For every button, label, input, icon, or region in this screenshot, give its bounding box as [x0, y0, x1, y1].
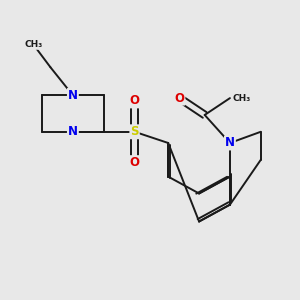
Text: S: S: [130, 125, 139, 138]
Text: O: O: [130, 156, 140, 169]
Text: N: N: [225, 136, 235, 149]
Text: N: N: [68, 125, 78, 138]
Text: O: O: [130, 94, 140, 107]
Text: N: N: [68, 89, 78, 102]
Text: O: O: [174, 92, 184, 105]
Text: CH₃: CH₃: [233, 94, 251, 103]
Text: CH₃: CH₃: [25, 40, 43, 49]
